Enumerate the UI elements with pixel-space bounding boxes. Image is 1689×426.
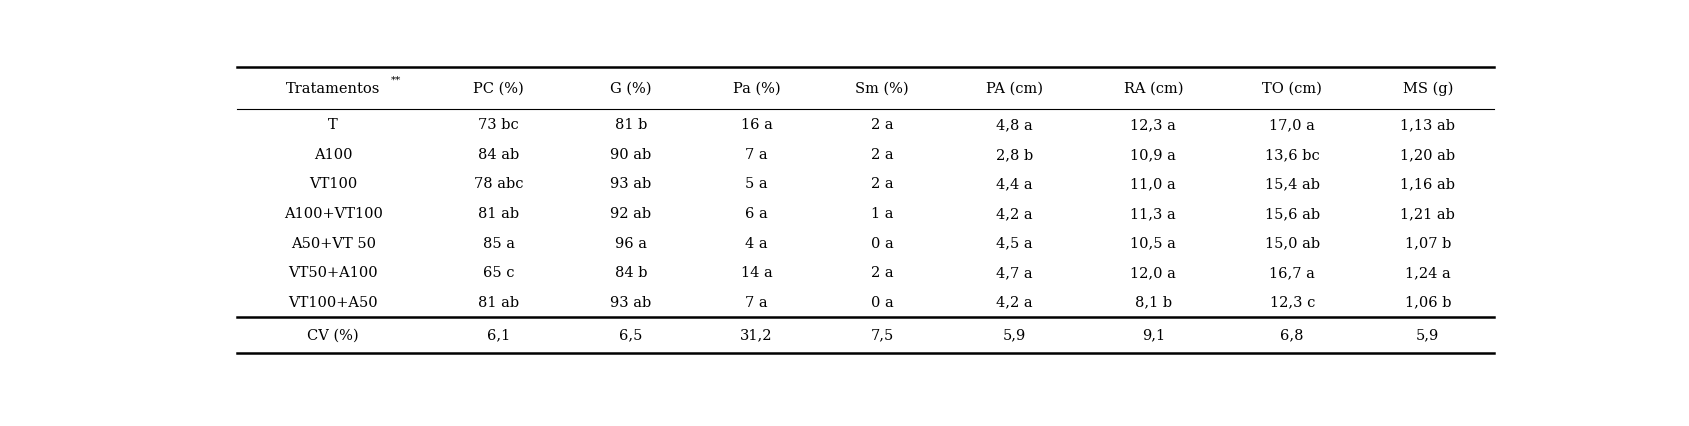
Text: 15,4 ab: 15,4 ab: [1265, 177, 1319, 191]
Text: 4,4 a: 4,4 a: [997, 177, 1032, 191]
Text: CV (%): CV (%): [307, 328, 360, 342]
Text: 12,0 a: 12,0 a: [1130, 265, 1176, 279]
Text: 78 abc: 78 abc: [475, 177, 524, 191]
Text: Pa (%): Pa (%): [733, 82, 780, 96]
Text: G (%): G (%): [610, 82, 652, 96]
Text: 6,1: 6,1: [486, 328, 510, 342]
Text: 14 a: 14 a: [740, 265, 772, 279]
Text: 7 a: 7 a: [745, 147, 768, 161]
Text: 84 b: 84 b: [615, 265, 647, 279]
Text: PA (cm): PA (cm): [986, 82, 1042, 96]
Text: 81 b: 81 b: [615, 118, 647, 132]
Text: Tratamentos: Tratamentos: [285, 82, 380, 96]
Text: 85 a: 85 a: [483, 236, 515, 250]
Text: 90 ab: 90 ab: [610, 147, 652, 161]
Text: 5 a: 5 a: [745, 177, 768, 191]
Text: 31,2: 31,2: [740, 328, 774, 342]
Text: 17,0 a: 17,0 a: [1268, 118, 1316, 132]
Text: 4,8 a: 4,8 a: [997, 118, 1032, 132]
Text: 12,3 a: 12,3 a: [1130, 118, 1176, 132]
Text: VT100: VT100: [309, 177, 358, 191]
Text: 96 a: 96 a: [615, 236, 647, 250]
Text: 2 a: 2 a: [872, 118, 893, 132]
Text: 10,9 a: 10,9 a: [1130, 147, 1176, 161]
Text: 5,9: 5,9: [1003, 328, 1025, 342]
Text: T: T: [328, 118, 338, 132]
Text: 1,24 a: 1,24 a: [1405, 265, 1451, 279]
Text: 4 a: 4 a: [745, 236, 768, 250]
Text: 4,7 a: 4,7 a: [997, 265, 1032, 279]
Text: 92 ab: 92 ab: [610, 207, 652, 221]
Text: 1,06 b: 1,06 b: [1405, 295, 1451, 309]
Text: MS (g): MS (g): [1402, 82, 1453, 96]
Text: 4,5 a: 4,5 a: [997, 236, 1032, 250]
Text: 93 ab: 93 ab: [610, 177, 652, 191]
Text: A50+VT 50: A50+VT 50: [291, 236, 375, 250]
Text: A100: A100: [314, 147, 353, 161]
Text: Sm (%): Sm (%): [855, 82, 909, 96]
Text: 7 a: 7 a: [745, 295, 768, 309]
Text: 0 a: 0 a: [872, 295, 893, 309]
Text: PC (%): PC (%): [473, 82, 524, 96]
Text: 81 ab: 81 ab: [478, 207, 519, 221]
Text: VT100+A50: VT100+A50: [289, 295, 378, 309]
Text: 73 bc: 73 bc: [478, 118, 519, 132]
Text: 4,2 a: 4,2 a: [997, 295, 1032, 309]
Text: 81 ab: 81 ab: [478, 295, 519, 309]
Text: 8,1 b: 8,1 b: [1135, 295, 1172, 309]
Text: 1,07 b: 1,07 b: [1405, 236, 1451, 250]
Text: 6 a: 6 a: [745, 207, 768, 221]
Text: 65 c: 65 c: [483, 265, 513, 279]
Text: RA (cm): RA (cm): [1123, 82, 1182, 96]
Text: 15,0 ab: 15,0 ab: [1265, 236, 1319, 250]
Text: 1,13 ab: 1,13 ab: [1400, 118, 1456, 132]
Text: 93 ab: 93 ab: [610, 295, 652, 309]
Text: TO (cm): TO (cm): [1262, 82, 1322, 96]
Text: 12,3 c: 12,3 c: [1270, 295, 1316, 309]
Text: 1,21 ab: 1,21 ab: [1400, 207, 1456, 221]
Text: 4,2 a: 4,2 a: [997, 207, 1032, 221]
Text: 10,5 a: 10,5 a: [1130, 236, 1176, 250]
Text: 11,3 a: 11,3 a: [1130, 207, 1176, 221]
Text: 1 a: 1 a: [872, 207, 893, 221]
Text: 5,9: 5,9: [1415, 328, 1439, 342]
Text: 11,0 a: 11,0 a: [1130, 177, 1176, 191]
Text: 15,6 ab: 15,6 ab: [1265, 207, 1319, 221]
Text: **: **: [390, 75, 402, 84]
Text: 0 a: 0 a: [872, 236, 893, 250]
Text: 7,5: 7,5: [870, 328, 893, 342]
Text: 6,5: 6,5: [620, 328, 642, 342]
Text: 84 ab: 84 ab: [478, 147, 519, 161]
Text: 16 a: 16 a: [740, 118, 772, 132]
Text: 2 a: 2 a: [872, 147, 893, 161]
Text: 1,20 ab: 1,20 ab: [1400, 147, 1456, 161]
Text: 2,8 b: 2,8 b: [997, 147, 1034, 161]
Text: 6,8: 6,8: [1280, 328, 1304, 342]
Text: 16,7 a: 16,7 a: [1268, 265, 1316, 279]
Text: 13,6 bc: 13,6 bc: [1265, 147, 1319, 161]
Text: 9,1: 9,1: [1142, 328, 1165, 342]
Text: 2 a: 2 a: [872, 265, 893, 279]
Text: A100+VT100: A100+VT100: [284, 207, 383, 221]
Text: 2 a: 2 a: [872, 177, 893, 191]
Text: 1,16 ab: 1,16 ab: [1400, 177, 1456, 191]
Text: VT50+A100: VT50+A100: [289, 265, 378, 279]
